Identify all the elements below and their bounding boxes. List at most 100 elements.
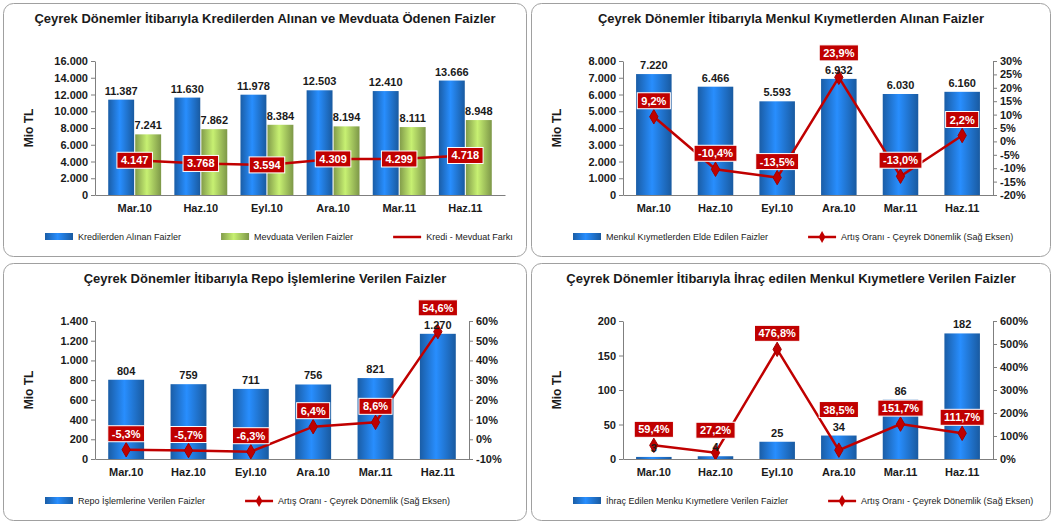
y2-tick-label: 400% — [1000, 361, 1028, 373]
y2-tick: 5% — [993, 122, 1016, 134]
line — [654, 77, 962, 177]
x-tick-label: Mar.10 — [118, 202, 152, 214]
y-axis-line — [623, 322, 624, 460]
y2-tick: 0% — [993, 135, 1016, 147]
legend-label: Repo İşlemlerine Verilen Faizler — [78, 496, 205, 506]
y2-tick: -20% — [993, 189, 1026, 201]
y-tick-mark — [91, 195, 95, 196]
y2-tick-label: 0% — [1000, 453, 1016, 465]
y2-tick: 20% — [469, 394, 498, 406]
y-tick-label: 1.000 — [588, 172, 616, 184]
marker — [247, 444, 255, 458]
data-label-box — [940, 409, 984, 425]
line — [126, 332, 438, 452]
bar-data-label: 86 — [894, 385, 906, 397]
chart-panel: Çeyrek Dönemler İtibarıyla Menkul Kıymet… — [532, 4, 1051, 257]
line-data-label: 27,2% — [696, 422, 735, 438]
y-tick-label: 6.000 — [60, 139, 88, 151]
x-tick: Eyl.10 — [251, 202, 283, 214]
y-tick-mark — [91, 420, 95, 421]
legend-item: Artış Oranı - Çeyrek Dönemlik (Sağ Eksen… — [245, 495, 450, 507]
y2-tick-mark — [469, 420, 473, 421]
y-tick: 12.000 — [54, 89, 95, 101]
y-tick-mark — [619, 162, 623, 163]
bar-data-label: 5.593 — [763, 86, 791, 98]
bar-data-label: 8.948 — [465, 105, 493, 117]
legend: Menkul Kıymetlerden Elde Edilen FaizlerA… — [573, 231, 1013, 243]
marker — [371, 415, 379, 429]
y-tick-mark — [91, 439, 95, 440]
x-tick: Ara.10 — [822, 466, 856, 478]
y-tick: 1.000 — [60, 354, 95, 366]
y-tick-mark — [91, 178, 95, 179]
plot-area — [108, 324, 456, 459]
y-tick: 200 — [70, 433, 95, 445]
x-tick-label: Mar.10 — [637, 466, 671, 478]
y-tick: 1.200 — [60, 335, 95, 347]
x-axis-line — [624, 459, 994, 460]
y2-tick: 20% — [993, 82, 1022, 94]
data-labels: 7.2206.4665.5936.9326.0306.1609,2%-10,4%… — [637, 45, 978, 170]
y-tick-label: 0 — [82, 453, 88, 465]
bar-data-label: 756 — [304, 369, 322, 381]
y-tick: 4.000 — [60, 156, 95, 168]
y-tick-label: 8.000 — [588, 55, 616, 67]
bar-data-label: 8.194 — [333, 111, 361, 123]
y-tick: 0 — [610, 189, 623, 201]
y2-tick: -10% — [993, 162, 1026, 174]
y2-tick: -10% — [469, 453, 502, 465]
line — [654, 349, 962, 452]
y2-tick-mark — [993, 390, 997, 391]
plot-area — [636, 333, 980, 459]
x-tick: Haz.11 — [421, 466, 455, 478]
y-tick: 800 — [70, 374, 95, 386]
line-data-label-text: 111,7% — [944, 411, 980, 423]
line-data-label-text: 6,4% — [301, 405, 326, 417]
y-tick-label: 600 — [70, 394, 88, 406]
data-label-box — [878, 400, 923, 416]
bar-data-label: 12.503 — [303, 75, 337, 87]
y-tick-mark — [619, 321, 623, 322]
bar — [358, 378, 394, 459]
chart-panel: Çeyrek Dönemler İtibarıyla Repo İşlemler… — [4, 264, 527, 521]
x-tick-label: Eyl.10 — [761, 202, 793, 214]
y2-tick-label: -20% — [1000, 189, 1026, 201]
y2-tick-label: 20% — [1000, 82, 1022, 94]
y2-tick-mark — [993, 101, 997, 102]
line-data-label-text: 4.718 — [452, 149, 480, 161]
y2-tick-label: 5% — [1000, 122, 1016, 134]
panel-frame — [4, 264, 527, 521]
x-tick: Eyl.10 — [761, 202, 793, 214]
bar-data-label: 7.220 — [640, 59, 668, 71]
x-tick-label: Mar.10 — [637, 202, 671, 214]
y-tick-label: 2.000 — [60, 172, 88, 184]
y-tick-mark — [91, 321, 95, 322]
legend-label: Artış Oranı - Çeyrek Dönemlik (Sağ Eksen… — [841, 232, 1013, 242]
line-data-label: 54,6% — [418, 300, 457, 316]
bar-data-label: 4 — [712, 441, 719, 453]
legend-swatch — [573, 233, 601, 240]
data-label-box — [232, 428, 269, 444]
y-axis: 02.0004.0006.0008.00010.00012.00014.0001… — [54, 55, 95, 201]
line-data-label: -10,4% — [694, 145, 737, 161]
legend-swatch — [221, 233, 249, 240]
bar-data-label: 6.030 — [887, 79, 915, 91]
marker — [122, 443, 130, 457]
legend-swatch — [45, 497, 73, 504]
y-tick: 16.000 — [54, 55, 95, 67]
legend-item: Kredilerden Alınan Faizler — [45, 232, 181, 242]
bar — [233, 389, 269, 459]
bar-data-label: 8.384 — [267, 110, 295, 122]
y-tick-mark — [91, 360, 95, 361]
line-data-label-text: 4.147 — [121, 154, 149, 166]
y-tick: 600 — [70, 394, 95, 406]
y-tick-label: 200 — [70, 433, 88, 445]
data-label-box — [359, 398, 392, 414]
y-tick-mark — [91, 111, 95, 112]
y-tick: 50 — [604, 419, 623, 431]
y-tick: 0 — [82, 189, 95, 201]
y2-tick-label: 15% — [1000, 95, 1022, 107]
y-tick: 1.000 — [588, 172, 623, 184]
bar — [240, 95, 266, 195]
data-labels: 8047597117568211.270-5,3%-5,7%-6,3%6,4%8… — [108, 300, 458, 444]
